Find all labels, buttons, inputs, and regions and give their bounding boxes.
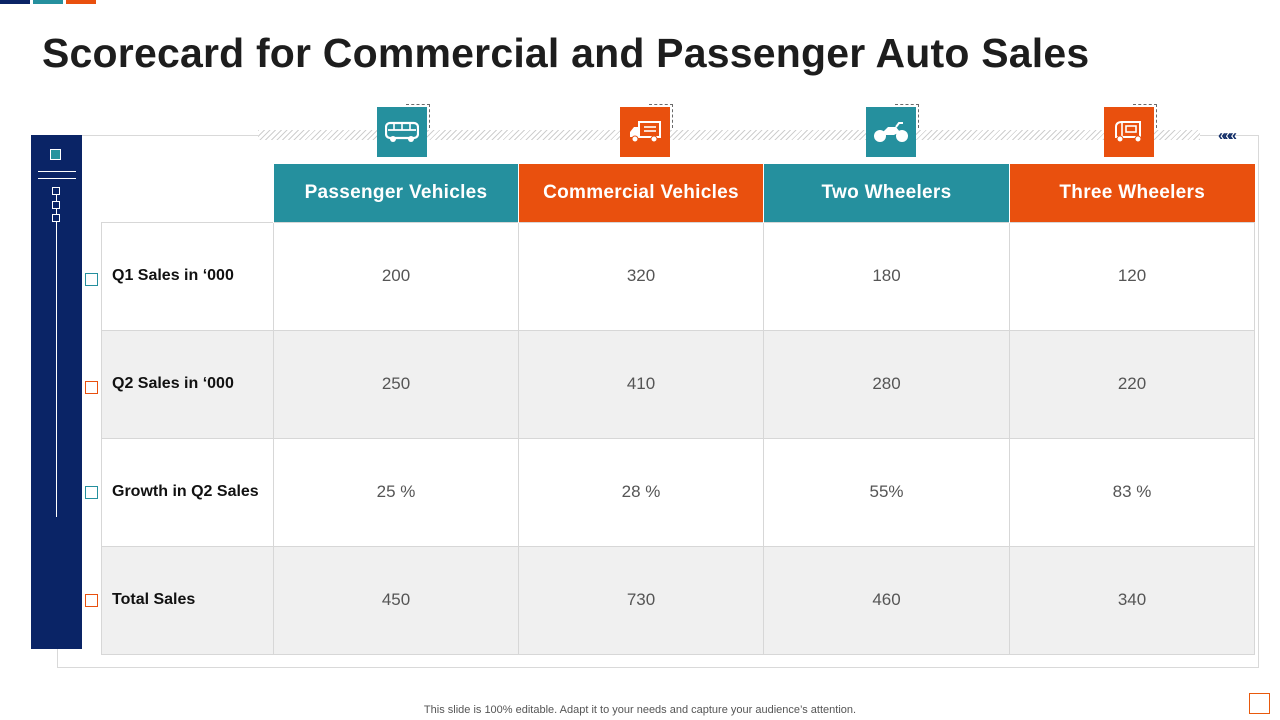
table-corner bbox=[101, 164, 274, 222]
auto-rickshaw-icon bbox=[1104, 107, 1154, 157]
hatched-divider bbox=[258, 130, 1200, 140]
table-row: Q1 Sales in ‘000 200 320 180 120 bbox=[101, 221, 1255, 331]
corner-square-icon bbox=[1249, 693, 1270, 714]
row-label: Q2 Sales in ‘000 bbox=[101, 329, 274, 439]
table-header-row: Passenger Vehicles Commercial Vehicles T… bbox=[101, 164, 1255, 222]
sidebar-node bbox=[52, 214, 60, 222]
table-cell: 220 bbox=[1009, 329, 1255, 439]
page-title: Scorecard for Commercial and Passenger A… bbox=[42, 30, 1090, 76]
table-cell: 200 bbox=[273, 221, 519, 331]
table-cell: 450 bbox=[273, 545, 519, 655]
table-cell: 340 bbox=[1009, 545, 1255, 655]
sidebar-accent bbox=[31, 135, 82, 649]
sidebar-connector-line bbox=[56, 187, 57, 517]
table-cell: 120 bbox=[1009, 221, 1255, 331]
table-cell: 250 bbox=[273, 329, 519, 439]
column-header-two-wheelers: Two Wheelers bbox=[763, 164, 1010, 222]
table-row: Q2 Sales in ‘000 250 410 280 220 bbox=[101, 329, 1255, 439]
icon-dashed-corner bbox=[406, 104, 430, 128]
table-cell: 55% bbox=[763, 437, 1010, 547]
top-bar-navy bbox=[0, 0, 30, 4]
table-cell: 83 % bbox=[1009, 437, 1255, 547]
bus-icon bbox=[377, 107, 427, 157]
column-header-commercial-vehicles: Commercial Vehicles bbox=[518, 164, 764, 222]
chevrons-left-icon: ««« bbox=[1218, 127, 1237, 144]
icon-dashed-corner bbox=[1133, 104, 1157, 128]
sidebar-node bbox=[52, 201, 60, 209]
table-cell: 25 % bbox=[273, 437, 519, 547]
table-cell: 280 bbox=[763, 329, 1010, 439]
sidebar-rule bbox=[38, 171, 76, 172]
icon-dashed-corner bbox=[895, 104, 919, 128]
truck-icon bbox=[620, 107, 670, 157]
column-header-passenger-vehicles: Passenger Vehicles bbox=[273, 164, 519, 222]
sidebar-node bbox=[52, 187, 60, 195]
scorecard-table: Passenger Vehicles Commercial Vehicles T… bbox=[101, 164, 1255, 655]
row-label: Q1 Sales in ‘000 bbox=[101, 221, 274, 331]
table-cell: 460 bbox=[763, 545, 1010, 655]
row-label: Total Sales bbox=[101, 545, 274, 655]
icon-dashed-corner bbox=[649, 104, 673, 128]
top-bar-orange bbox=[66, 0, 96, 4]
row-marker-square-icon bbox=[85, 381, 98, 394]
table-cell: 28 % bbox=[518, 437, 764, 547]
table-cell: 320 bbox=[518, 221, 764, 331]
table-row: Growth in Q2 Sales 25 % 28 % 55% 83 % bbox=[101, 437, 1255, 547]
table-cell: 730 bbox=[518, 545, 764, 655]
top-bar-teal bbox=[33, 0, 63, 4]
table-row: Total Sales 450 730 460 340 bbox=[101, 545, 1255, 655]
table-cell: 180 bbox=[763, 221, 1010, 331]
row-marker-square-icon bbox=[85, 594, 98, 607]
row-marker-square-icon bbox=[85, 273, 98, 286]
sidebar-rule bbox=[38, 178, 76, 179]
row-label: Growth in Q2 Sales bbox=[101, 437, 274, 547]
sidebar-square-icon bbox=[50, 149, 61, 160]
column-header-three-wheelers: Three Wheelers bbox=[1009, 164, 1255, 222]
table-cell: 410 bbox=[518, 329, 764, 439]
footer-note: This slide is 100% editable. Adapt it to… bbox=[423, 704, 857, 716]
row-marker-square-icon bbox=[85, 486, 98, 499]
motorcycle-icon bbox=[866, 107, 916, 157]
